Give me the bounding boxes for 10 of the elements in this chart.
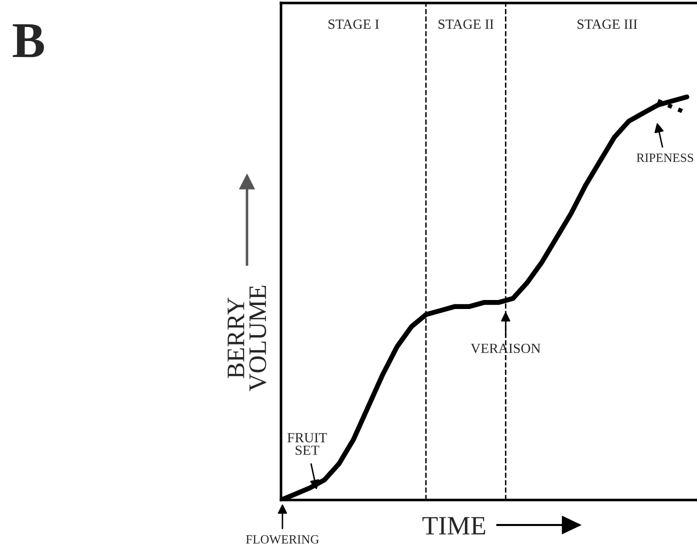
text: STAGE II [438,20,494,29]
x-axis-title: TIME [422,517,486,534]
text: FLOWERING [246,535,319,544]
annotation: FRUIT SET [287,433,327,455]
annotation: RIPENESS [636,154,694,162]
text: STAGE III [578,20,638,29]
text: STAGE I [328,20,379,29]
text: B [12,24,44,58]
annotation: VERAISON [470,344,540,354]
y-axis-title: BERRY VOLUME [228,286,266,392]
